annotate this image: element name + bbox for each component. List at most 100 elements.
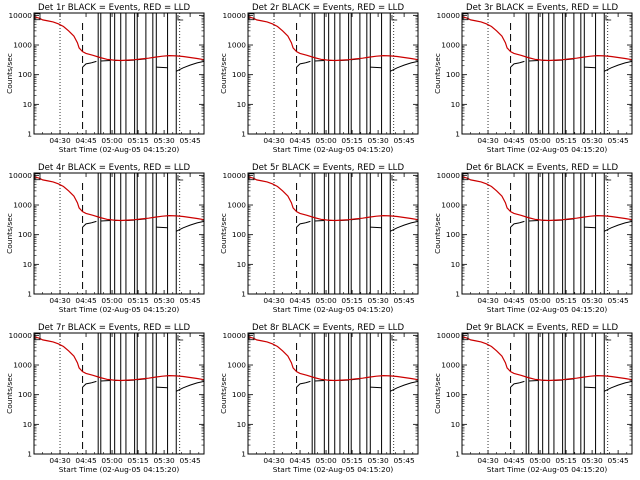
start-marker	[34, 13, 41, 21]
plot-frame	[33, 172, 205, 295]
plot-frame	[247, 12, 419, 135]
y-tick-label: 10	[237, 100, 247, 109]
end-marker	[605, 175, 612, 181]
x-tick-label: 05:45	[607, 456, 629, 465]
events-line	[370, 226, 382, 229]
y-tick-label: 1	[241, 290, 246, 299]
x-tick-label: 04:45	[503, 456, 525, 465]
lld-line	[461, 176, 633, 222]
x-tick-label: 05:30	[367, 136, 389, 145]
start-marker	[248, 13, 255, 21]
x-tick-label: 04:30	[49, 456, 71, 465]
events-line	[82, 382, 92, 388]
x-tick-label: 05:30	[153, 296, 175, 305]
events-line	[156, 226, 168, 229]
y-tick-label: 10000	[8, 331, 32, 340]
x-tick-label: 04:45	[75, 456, 97, 465]
events-line	[100, 380, 111, 382]
y-tick-label: 10000	[436, 331, 460, 340]
y-tick-label: 1	[455, 130, 460, 139]
events-line	[175, 380, 205, 392]
plot-frame	[247, 172, 419, 295]
events-line	[305, 60, 311, 64]
end-marker	[391, 15, 398, 21]
y-tick-label: 10000	[222, 331, 246, 340]
lld-line	[247, 336, 419, 382]
y-axis-label: Counts/sec	[5, 53, 14, 94]
panel-title: Det 4r BLACK = Events, RED = LLD	[38, 163, 190, 173]
x-tick-label: 04:30	[263, 296, 285, 305]
x-tick-label: 05:45	[393, 296, 415, 305]
x-axis-label: Start Time (02-Aug-05 04:15:20)	[59, 465, 180, 474]
plot-frame	[461, 12, 633, 135]
y-axis-label: Counts/sec	[5, 213, 14, 254]
y-tick-label: 10	[237, 260, 247, 269]
x-tick-label: 05:30	[581, 456, 603, 465]
x-tick-label: 05:45	[179, 296, 201, 305]
events-line	[519, 220, 525, 224]
events-line	[370, 66, 382, 69]
y-axis-label: Counts/sec	[219, 373, 228, 414]
x-tick-label: 04:45	[503, 296, 525, 305]
events-line	[370, 386, 382, 389]
events-line	[519, 60, 525, 64]
x-tick-label: 04:45	[75, 296, 97, 305]
events-line	[91, 60, 97, 64]
y-tick-label: 1000	[441, 361, 460, 370]
events-line	[510, 62, 520, 68]
x-tick-label: 05:15	[555, 456, 577, 465]
y-tick-label: 10	[451, 260, 461, 269]
y-tick-label: 1	[27, 130, 32, 139]
events-line	[100, 220, 111, 222]
x-tick-label: 05:45	[393, 136, 415, 145]
x-axis-label: Start Time (02-Aug-05 04:15:20)	[273, 305, 394, 314]
start-marker	[462, 173, 469, 181]
events-line	[305, 220, 311, 224]
lld-line	[33, 16, 205, 62]
x-axis-label: Start Time (02-Aug-05 04:15:20)	[273, 145, 394, 154]
end-marker	[605, 15, 612, 21]
events-line	[528, 220, 539, 222]
panel-4r: Det 4r BLACK = Events, RED = LLD Counts/s…	[5, 163, 205, 314]
x-tick-label: 04:30	[49, 136, 71, 145]
events-line	[91, 380, 97, 384]
end-marker	[177, 15, 184, 21]
panel-6r: Det 6r BLACK = Events, RED = LLD Counts/s…	[433, 163, 633, 314]
events-line	[314, 220, 325, 222]
panel-title: Det 5r BLACK = Events, RED = LLD	[252, 163, 404, 173]
x-tick-label: 04:45	[289, 456, 311, 465]
events-line	[82, 222, 92, 228]
panel-1r: Det 1r BLACK = Events, RED = LLD Counts/s…	[5, 3, 205, 154]
panel-title: Det 3r BLACK = Events, RED = LLD	[466, 3, 618, 13]
x-axis-label: Start Time (02-Aug-05 04:15:20)	[59, 305, 180, 314]
x-tick-label: 04:30	[477, 136, 499, 145]
plot-frame	[33, 12, 205, 135]
y-tick-label: 100	[232, 230, 246, 239]
x-tick-label: 04:45	[75, 136, 97, 145]
x-tick-label: 04:30	[477, 296, 499, 305]
y-tick-label: 1	[455, 290, 460, 299]
panel-5r: Det 5r BLACK = Events, RED = LLD Counts/s…	[219, 163, 419, 314]
start-marker	[462, 333, 469, 341]
y-tick-label: 1000	[13, 41, 32, 50]
y-tick-label: 1000	[227, 361, 246, 370]
x-tick-label: 05:15	[555, 296, 577, 305]
y-tick-label: 10	[451, 420, 461, 429]
x-tick-label: 05:00	[315, 136, 337, 145]
events-line	[603, 380, 633, 392]
events-line	[314, 60, 325, 62]
events-line	[584, 226, 596, 229]
x-tick-label: 05:00	[315, 296, 337, 305]
x-axis-label: Start Time (02-Aug-05 04:15:20)	[273, 465, 394, 474]
x-tick-label: 05:00	[529, 456, 551, 465]
start-marker	[248, 333, 255, 341]
start-marker	[462, 13, 469, 21]
panel-9r: Det 9r BLACK = Events, RED = LLD Counts/s…	[433, 323, 633, 474]
y-tick-label: 10000	[8, 171, 32, 180]
x-tick-label: 05:45	[607, 296, 629, 305]
lld-line	[461, 336, 633, 382]
y-tick-label: 1000	[227, 41, 246, 50]
events-line	[389, 60, 419, 72]
y-tick-label: 1000	[441, 41, 460, 50]
